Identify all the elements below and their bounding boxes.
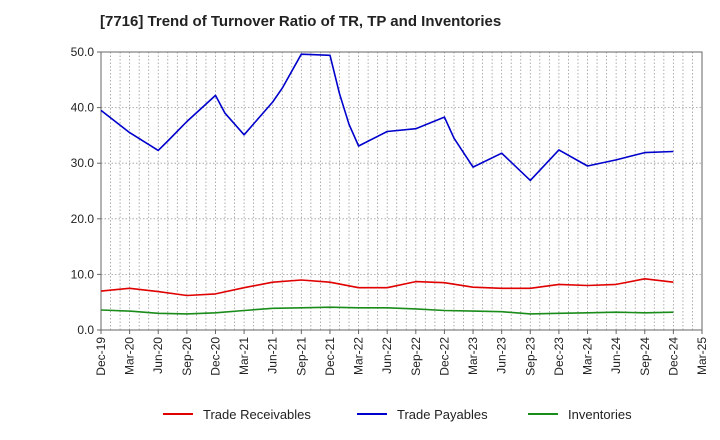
legend: Trade Receivables Trade Payables Inventori… — [163, 407, 632, 422]
series-line — [100, 53, 674, 182]
y-tick-label: 10.0 — [71, 267, 95, 281]
x-tick-label: Dec-23 — [552, 337, 566, 376]
x-tick-label: Mar-24 — [581, 337, 595, 375]
x-tick-label: Sep-20 — [180, 337, 194, 376]
y-tick-label: 30.0 — [71, 156, 95, 170]
plot-frame — [100, 51, 703, 331]
x-tick-label: Jun-20 — [151, 337, 165, 374]
x-tick-label: Dec-20 — [208, 337, 222, 376]
x-tick-label: Jun-21 — [266, 337, 280, 374]
y-tick-label: 20.0 — [71, 212, 95, 226]
series-line — [100, 277, 674, 297]
x-tick-label: Dec-21 — [323, 337, 337, 376]
x-tick-label: Mar-21 — [237, 337, 251, 375]
x-tick-label: Mar-23 — [466, 337, 480, 375]
legend-label: Trade Payables — [397, 407, 488, 422]
x-tick-label: Sep-23 — [523, 337, 537, 376]
x-tick-label: Mar-20 — [123, 337, 137, 375]
x-tick-label: Mar-25 — [695, 337, 709, 375]
series-line — [100, 306, 674, 315]
y-tick-label: 40.0 — [71, 101, 95, 115]
x-tick-label: Dec-24 — [666, 337, 680, 376]
series — [100, 53, 674, 315]
y-tick-label: 50.0 — [71, 45, 95, 59]
x-tick-label: Jun-24 — [609, 337, 623, 374]
x-tick-label: Jun-22 — [380, 337, 394, 374]
x-tick-label: Mar-22 — [352, 337, 366, 375]
legend-label: Trade Receivables — [203, 407, 311, 422]
x-tick-label: Sep-24 — [638, 337, 652, 376]
x-tick-label: Sep-22 — [409, 337, 423, 376]
x-tick-label: Dec-22 — [437, 337, 451, 376]
y-tick-label: 0.0 — [77, 323, 94, 337]
grid — [101, 52, 702, 330]
chart-title: [7716] Trend of Turnover Ratio of TR, TP… — [100, 13, 502, 30]
axes: 0.0 10.0 20.0 30.0 40.0 50.0 Dec-19 Mar-20 Jun-2… — [71, 45, 709, 376]
x-tick-label: Sep-21 — [294, 337, 308, 376]
x-tick-label: Dec-19 — [94, 337, 108, 376]
x-tick-label: Jun-23 — [495, 337, 509, 374]
legend-label: Inventories — [568, 407, 632, 422]
